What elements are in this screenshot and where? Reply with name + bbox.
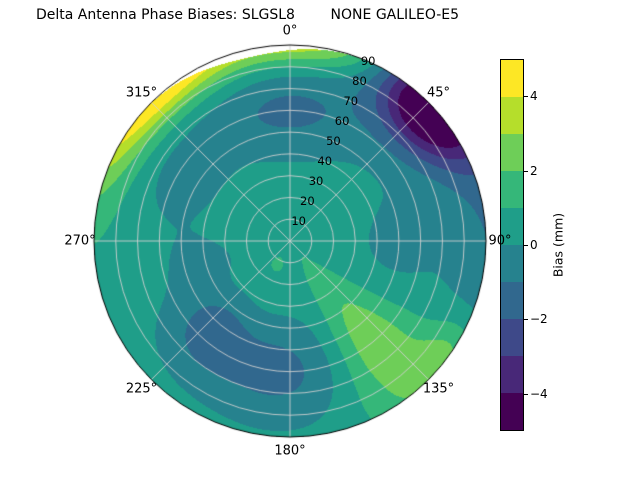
colorbar-segment — [501, 282, 523, 319]
colorbar-axis-label: Bias (mm) — [550, 212, 566, 278]
colorbar-segment — [501, 245, 523, 282]
colorbar-segment — [501, 97, 523, 134]
colorbar-segment — [501, 171, 523, 208]
colorbar-segment — [501, 134, 523, 171]
colorbar-segment — [501, 319, 523, 356]
colorbar-segment — [501, 208, 523, 245]
colorbar-segment — [501, 60, 523, 97]
colorbar — [500, 59, 524, 431]
colorbar-segment — [501, 356, 523, 393]
colorbar-segment — [501, 393, 523, 430]
